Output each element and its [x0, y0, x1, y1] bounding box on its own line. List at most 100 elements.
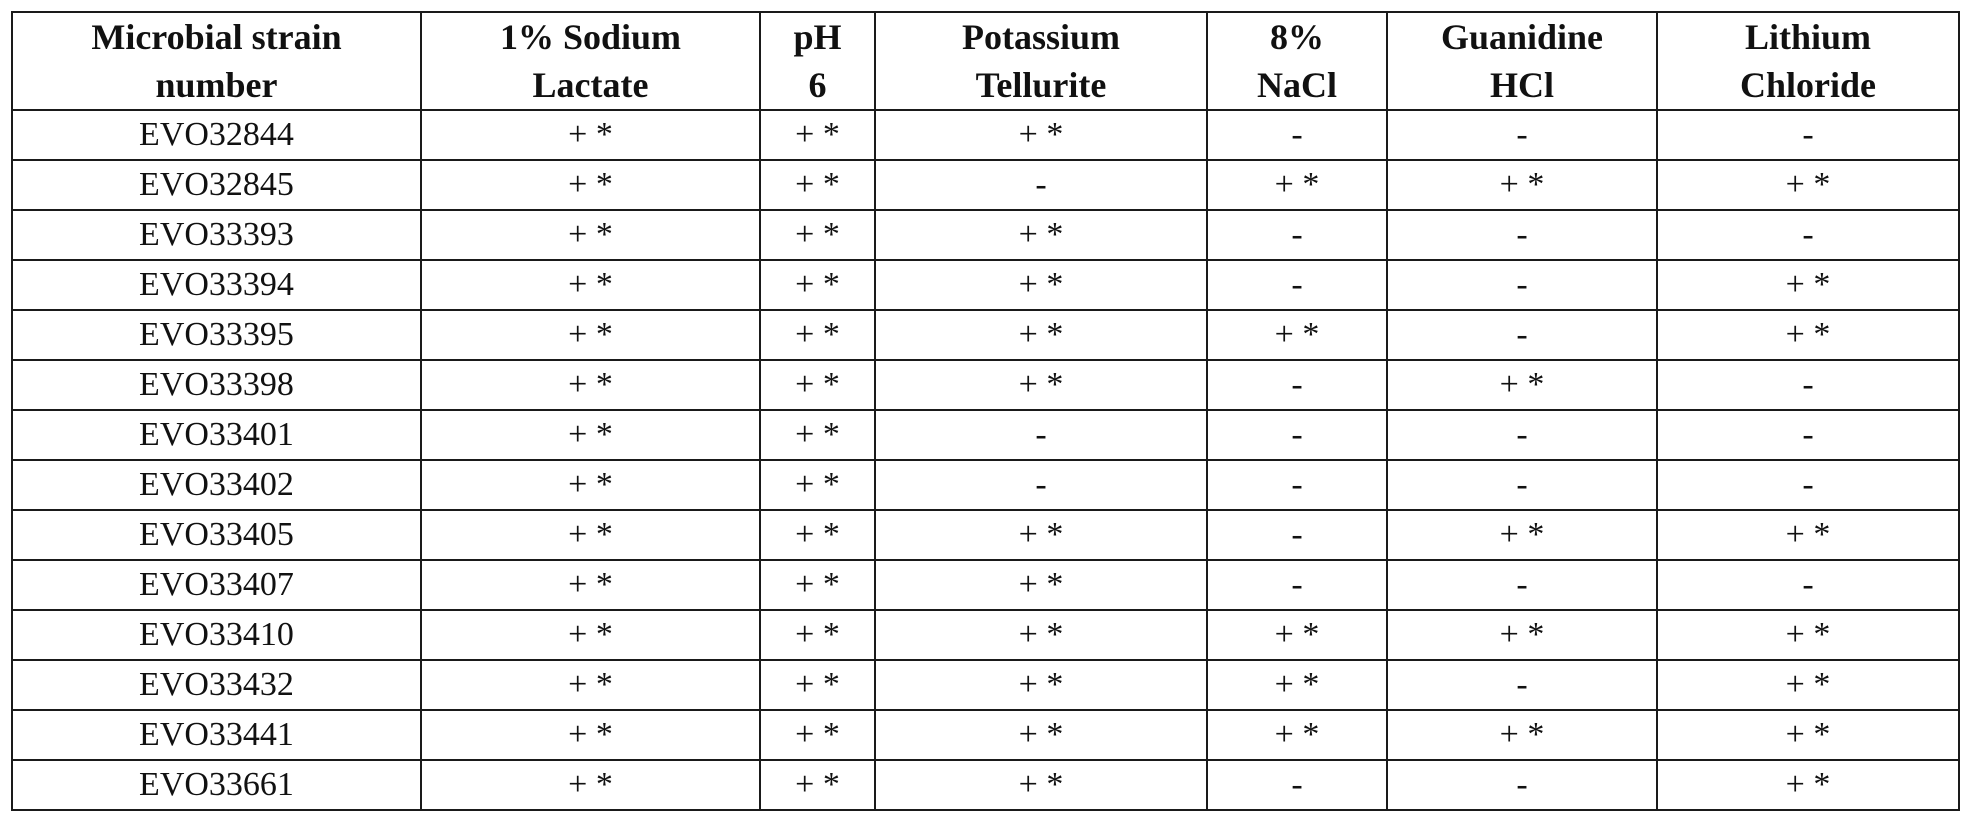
result-cell: + * [759, 709, 876, 761]
column-header-line: NaCl [1257, 65, 1337, 105]
result-cell: - [1206, 109, 1388, 161]
result-cell: + * [759, 259, 876, 311]
result-cell: + * [1656, 309, 1960, 361]
result-cell: + * [1206, 709, 1388, 761]
result-cell: + * [1206, 609, 1388, 661]
result-cell: + * [874, 559, 1208, 611]
result-cell: + * [420, 459, 761, 511]
result-cell: + * [420, 709, 761, 761]
column-header-potassium-tellurite: Potassium Tellurite [874, 11, 1208, 111]
result-cell: - [1386, 409, 1658, 461]
strain-id-cell: EVO33393 [11, 209, 422, 261]
table-row: EVO32844 + * + * + * - - - [11, 109, 1960, 161]
result-cell: - [874, 459, 1208, 511]
column-header-lithium-chloride: Lithium Chloride [1656, 11, 1960, 111]
column-header-strain-number: Microbial strain number [11, 11, 422, 111]
table-row: EVO33398 + * + * + * - + * - [11, 359, 1960, 411]
table-header: Microbial strain number 1% Sodium Lactate pH… [11, 11, 1960, 111]
result-cell: + * [759, 109, 876, 161]
table-row: EVO33661 + * + * + * - - + * [11, 759, 1960, 811]
result-cell: + * [759, 459, 876, 511]
result-cell: + * [1656, 509, 1960, 561]
result-cell: - [1656, 359, 1960, 411]
column-header-ph6: pH 6 [759, 11, 876, 111]
result-cell: - [1656, 559, 1960, 611]
result-cell: - [1386, 759, 1658, 811]
result-cell: + * [759, 309, 876, 361]
strain-id-cell: EVO33394 [11, 259, 422, 311]
result-cell: + * [1386, 709, 1658, 761]
strain-tolerance-table: Microbial strain number 1% Sodium Lactate pH… [11, 11, 1960, 811]
table-row: EVO33432 + * + * + * + * - + * [11, 659, 1960, 711]
result-cell: + * [420, 259, 761, 311]
result-cell: - [1386, 309, 1658, 361]
result-cell: + * [1656, 659, 1960, 711]
result-cell: - [1386, 459, 1658, 511]
result-cell: + * [1386, 609, 1658, 661]
result-cell: + * [759, 359, 876, 411]
result-cell: - [1206, 759, 1388, 811]
table-row: EVO33395 + * + * + * + * - + * [11, 309, 1960, 361]
table-row: EVO33394 + * + * + * - - + * [11, 259, 1960, 311]
result-cell: - [1656, 109, 1960, 161]
result-cell: - [1206, 259, 1388, 311]
column-header-line: Microbial strain [91, 17, 342, 57]
column-header-line: HCl [1489, 65, 1554, 105]
result-cell: - [1206, 209, 1388, 261]
strain-id-cell: EVO33441 [11, 709, 422, 761]
result-cell: + * [759, 509, 876, 561]
column-header-line: Lactate [532, 65, 649, 105]
result-cell: - [1386, 559, 1658, 611]
result-cell: + * [874, 709, 1208, 761]
result-cell: + * [874, 759, 1208, 811]
column-header-sodium-lactate: 1% Sodium Lactate [420, 11, 761, 111]
table-row: EVO33410 + * + * + * + * + * + * [11, 609, 1960, 661]
column-header-line: number [155, 65, 278, 105]
table-row: EVO33441 + * + * + * + * + * + * [11, 709, 1960, 761]
column-header-line: 6 [808, 65, 827, 105]
strain-id-cell: EVO33398 [11, 359, 422, 411]
result-cell: + * [420, 759, 761, 811]
result-cell: + * [1656, 709, 1960, 761]
result-cell: + * [874, 309, 1208, 361]
strain-id-cell: EVO33402 [11, 459, 422, 511]
table-row: EVO32845 + * + * - + * + * + * [11, 159, 1960, 211]
result-cell: + * [759, 559, 876, 611]
result-cell: - [1206, 509, 1388, 561]
result-cell: + * [874, 609, 1208, 661]
result-cell: - [1206, 409, 1388, 461]
result-cell: + * [420, 409, 761, 461]
result-cell: + * [420, 309, 761, 361]
result-cell: + * [759, 209, 876, 261]
result-cell: - [1386, 109, 1658, 161]
result-cell: + * [1656, 609, 1960, 661]
result-cell: + * [1656, 259, 1960, 311]
strain-id-cell: EVO32845 [11, 159, 422, 211]
result-cell: + * [420, 559, 761, 611]
result-cell: + * [420, 609, 761, 661]
strain-id-cell: EVO33407 [11, 559, 422, 611]
result-cell: + * [759, 409, 876, 461]
result-cell: - [1206, 459, 1388, 511]
result-cell: + * [420, 159, 761, 211]
column-header-line: Lithium [1744, 17, 1872, 57]
strain-id-cell: EVO33395 [11, 309, 422, 361]
result-cell: + * [1206, 159, 1388, 211]
result-cell: + * [1206, 309, 1388, 361]
result-cell: + * [874, 209, 1208, 261]
column-header-line: 8% [1270, 17, 1324, 57]
result-cell: - [1386, 659, 1658, 711]
column-header-nacl: 8% NaCl [1206, 11, 1388, 111]
result-cell: + * [1386, 359, 1658, 411]
column-header-line: Chloride [1739, 65, 1876, 105]
result-cell: + * [759, 759, 876, 811]
column-header-line: Guanidine [1440, 17, 1604, 57]
result-cell: - [1386, 259, 1658, 311]
result-cell: + * [874, 659, 1208, 711]
result-cell: + * [420, 109, 761, 161]
result-cell: + * [874, 109, 1208, 161]
result-cell: + * [1386, 509, 1658, 561]
result-cell: + * [1386, 159, 1658, 211]
result-cell: - [1656, 409, 1960, 461]
column-header-line: Potassium [961, 17, 1120, 57]
